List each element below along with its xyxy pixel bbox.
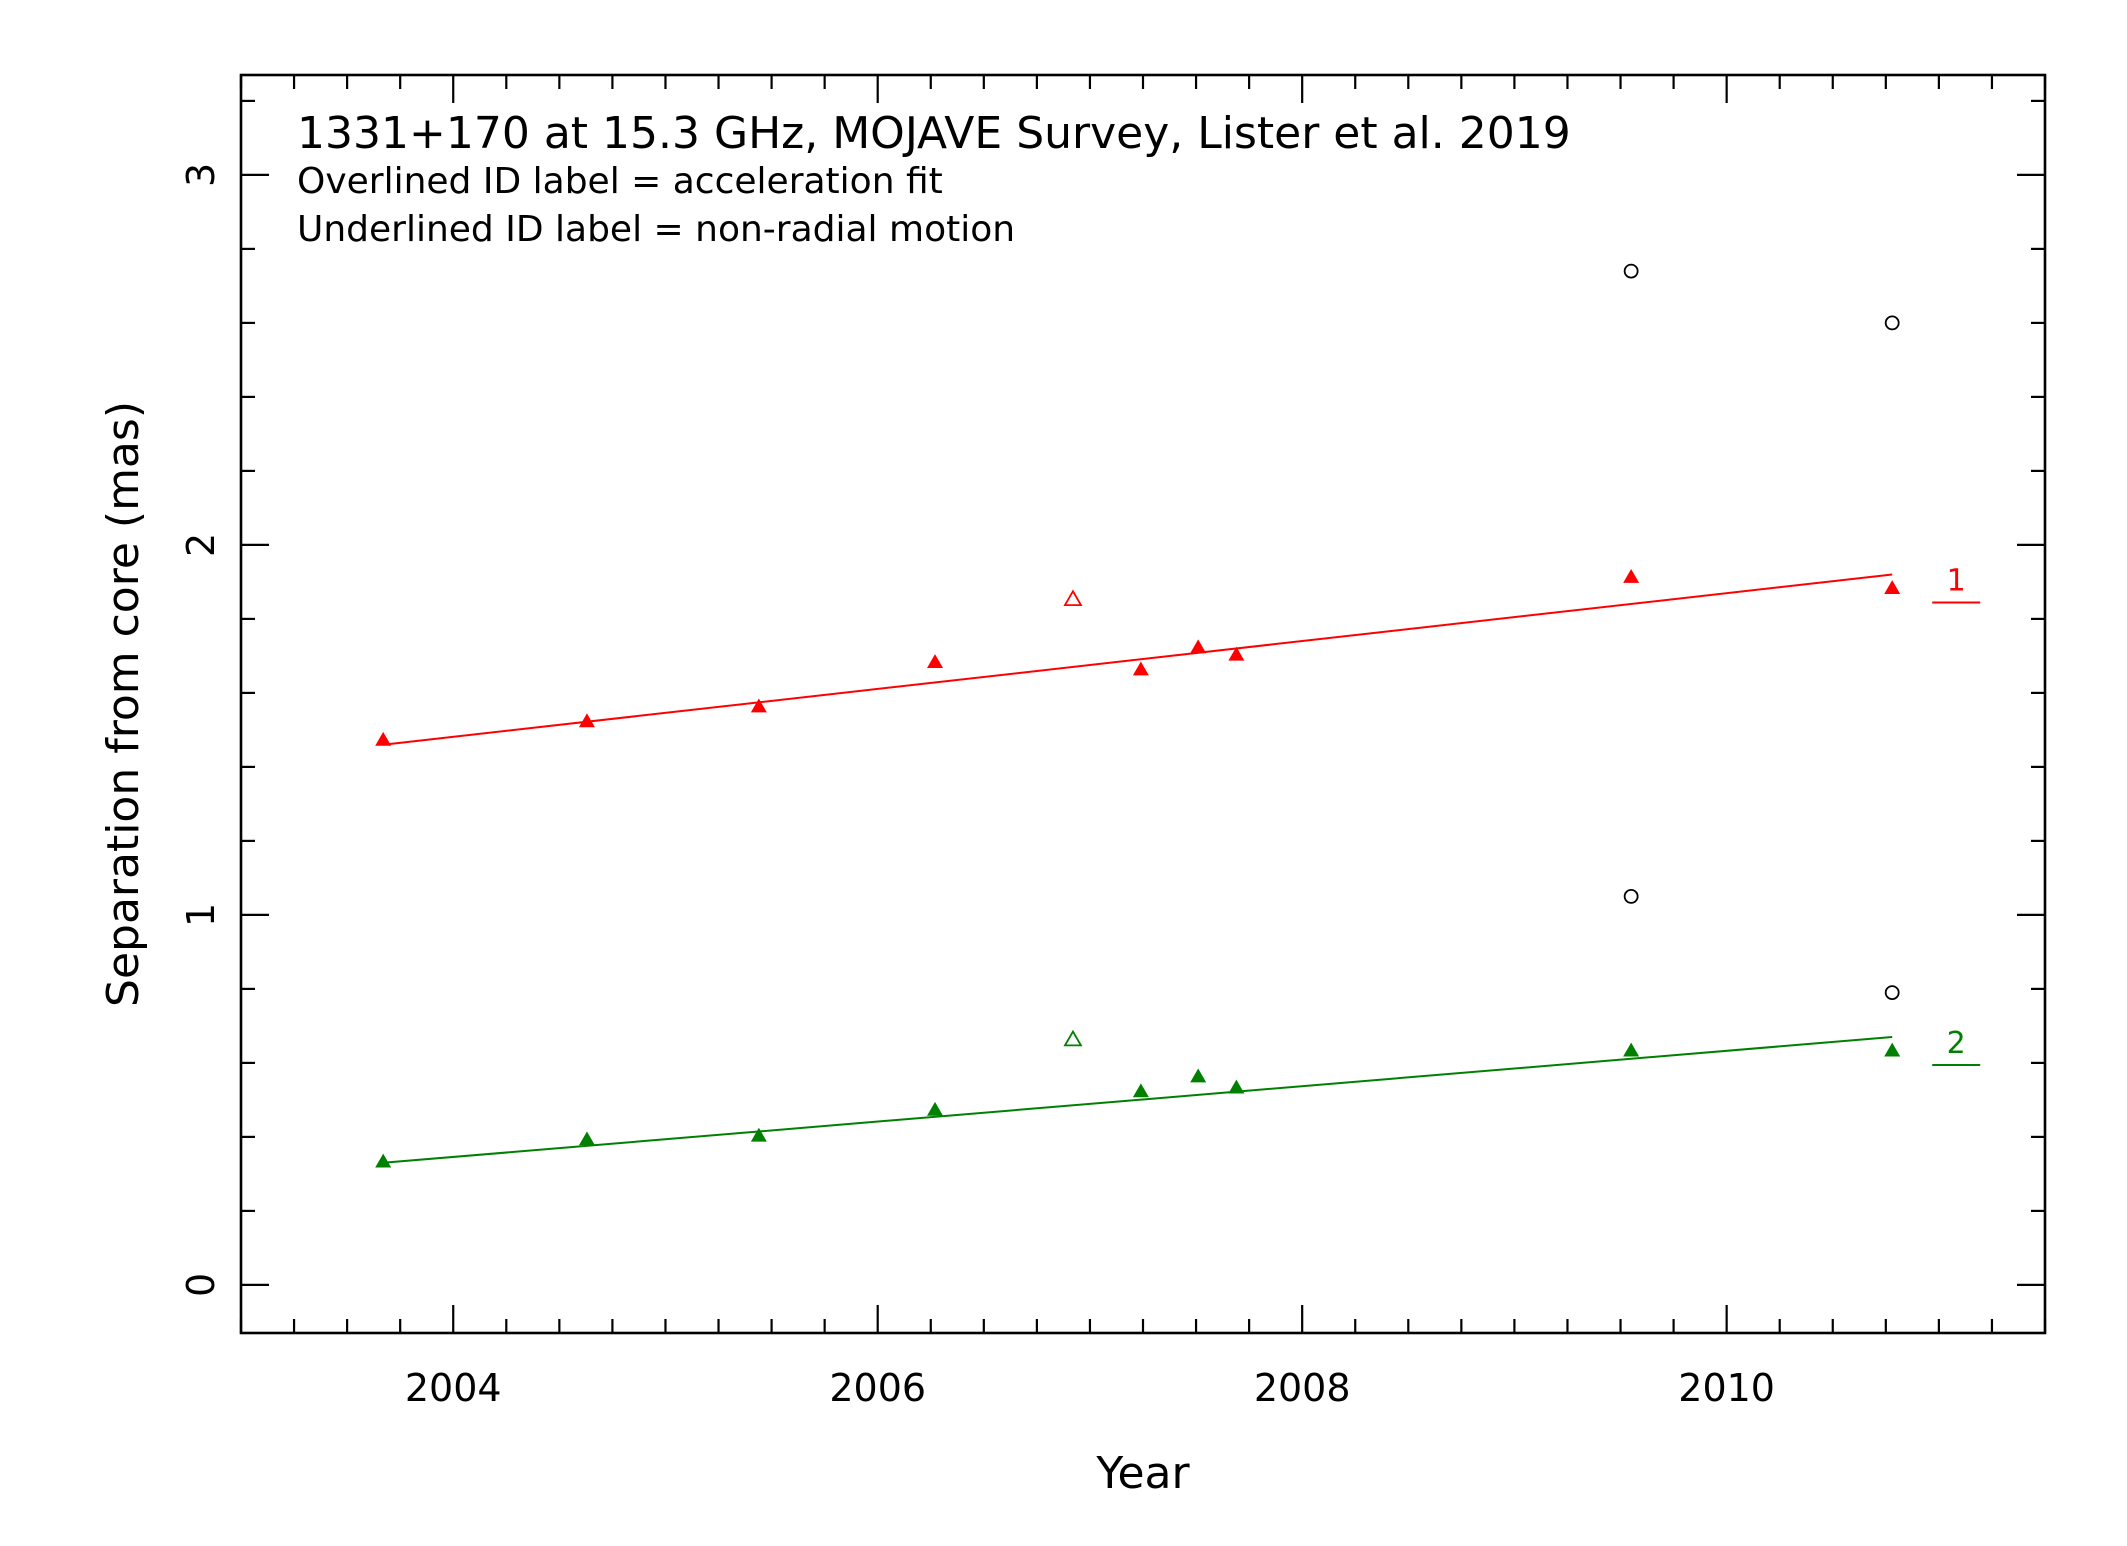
data-point: [1132, 1083, 1149, 1098]
x-axis-label: Year: [1095, 1448, 1190, 1499]
plot-frame: [239, 73, 2047, 1335]
series-id-labels: 12: [1932, 564, 1981, 1066]
data-point: [1190, 1068, 1207, 1083]
y-axis-label: Separation from core (mas): [98, 401, 149, 1007]
x-tick-label: 2004: [405, 1366, 502, 1410]
annotation-underline: Underlined ID label = non-radial motion: [297, 209, 1015, 250]
y-tick-label: 2: [179, 533, 223, 557]
x-tick-label: 2006: [829, 1366, 926, 1410]
data-points: [375, 263, 1901, 1168]
data-point-unassigned: [1884, 985, 1900, 1000]
fit-lines: [383, 573, 1893, 1164]
data-point: [1190, 639, 1207, 654]
x-tick-labels: 2004 2006 2008 2010: [405, 1366, 1775, 1410]
series-id-label: 2: [1947, 1026, 1966, 1061]
y-tick-label: 1: [179, 903, 223, 927]
y-tick-label: 0: [179, 1273, 223, 1297]
annotation-overline: Overlined ID label = acceleration fit: [297, 161, 943, 202]
data-point: [927, 1101, 944, 1116]
x-tick-label: 2008: [1254, 1366, 1351, 1410]
data-point: [750, 698, 767, 713]
data-point: [578, 713, 595, 728]
data-point: [1623, 1042, 1640, 1057]
data-point: [578, 1131, 595, 1146]
y-tick-label: 3: [179, 163, 223, 187]
data-point: [1228, 1079, 1245, 1094]
y-tick-labels: 0 1 2 3: [179, 163, 223, 1297]
data-point: [1884, 1042, 1901, 1057]
data-point: [375, 731, 392, 746]
chart-title: 1331+170 at 15.3 GHz, MOJAVE Survey, Lis…: [297, 108, 1571, 159]
data-point: [750, 1127, 767, 1142]
data-point: [375, 1153, 392, 1168]
fit-line-series-1: [383, 573, 1893, 746]
data-point-excluded: [1063, 589, 1083, 607]
data-point: [927, 654, 944, 669]
data-point: [1228, 646, 1245, 661]
series-id-label: 1: [1947, 564, 1966, 599]
fit-line-series-2: [383, 1036, 1893, 1164]
data-point-unassigned: [1623, 263, 1639, 279]
data-point: [1623, 569, 1640, 583]
axis-ticks: [239, 75, 2047, 1333]
data-point-excluded: [1063, 1029, 1083, 1047]
x-tick-label: 2010: [1678, 1366, 1775, 1410]
data-point: [1132, 661, 1149, 676]
data-point-unassigned: [1884, 315, 1900, 331]
data-point-unassigned: [1623, 889, 1639, 904]
data-point: [1884, 580, 1901, 595]
